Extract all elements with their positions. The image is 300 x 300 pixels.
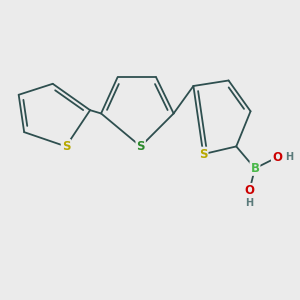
Text: O: O <box>244 184 254 197</box>
Text: B: B <box>250 162 260 175</box>
Text: H: H <box>285 152 293 162</box>
Text: S: S <box>62 140 70 153</box>
Text: S: S <box>136 140 145 153</box>
Text: S: S <box>199 148 208 160</box>
Text: H: H <box>245 197 253 208</box>
Text: O: O <box>272 151 282 164</box>
